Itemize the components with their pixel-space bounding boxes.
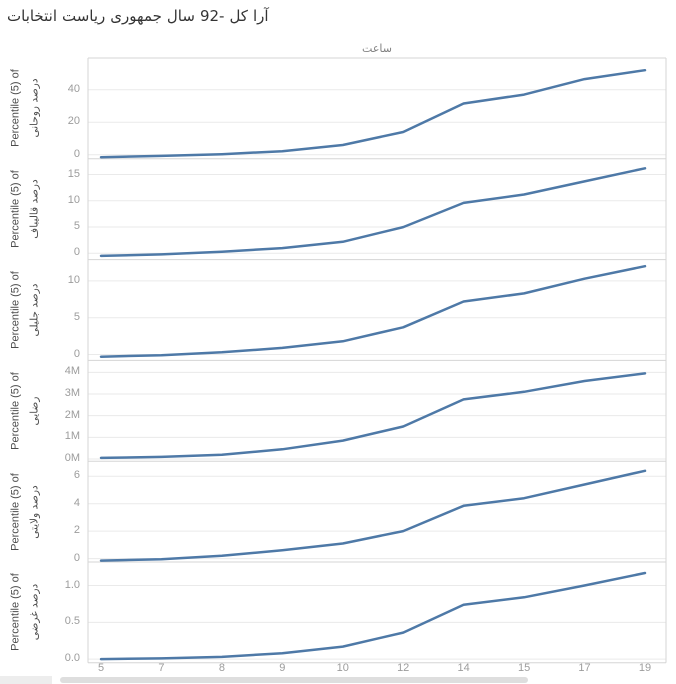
y-axis-measure-label: Percentile (5) of <box>9 170 22 249</box>
y-tick-label: 0.5 <box>64 615 80 628</box>
y-tick-label: 10 <box>67 193 80 206</box>
title-word: آرا <box>252 7 269 25</box>
y-tick-label: 2 <box>73 524 80 537</box>
title-word: 92- <box>199 7 225 25</box>
y-tick-label: 2M <box>64 408 80 421</box>
x-tick-label: 14 <box>457 662 470 674</box>
y-tick-label: 0M <box>64 452 80 465</box>
x-axis-title: ساعت <box>362 42 392 55</box>
x-tick-label: 15 <box>517 662 531 674</box>
title-word: انتخابات <box>7 7 57 25</box>
y-tick-label: 4 <box>73 496 80 509</box>
x-tick-label: 7 <box>158 662 165 674</box>
y-tick-label: 20 <box>67 115 80 128</box>
chart-title: انتخابات ریاست جمهوری سال 92- کل آرا <box>7 7 269 25</box>
line-mark-1[interactable] <box>99 167 647 258</box>
y-axis-measure-label: Percentile (5) of <box>9 472 22 551</box>
y-tick-label: 40 <box>67 82 80 95</box>
y-tick-label: 0 <box>73 147 80 160</box>
y-tick-label: 5 <box>73 220 80 233</box>
y-tick-label: 10 <box>67 273 80 286</box>
y-tick-label: 15 <box>67 167 80 180</box>
scrollbar-corner <box>0 676 52 684</box>
y-axis-field-label: درصد ولایتی <box>28 484 41 539</box>
title-word: ریاست <box>62 7 106 25</box>
y-tick-label: 4M <box>64 365 80 378</box>
x-tick-label: 12 <box>397 662 410 674</box>
title-word: سال <box>166 7 195 25</box>
title-word: کل <box>229 7 248 25</box>
y-axis-measure-label: Percentile (5) of <box>9 69 22 148</box>
x-tick-label: 17 <box>578 662 591 674</box>
y-axis-field-label: درصد غرضی <box>28 584 41 641</box>
line-mark-0[interactable] <box>99 68 647 159</box>
title-word: جمهوری <box>110 7 162 25</box>
y-axis-field-label: درصد قالیباف <box>28 179 41 239</box>
x-tick-label: 10 <box>336 662 349 674</box>
y-tick-label: 6 <box>73 469 80 482</box>
line-mark-3[interactable] <box>99 372 647 460</box>
y-axis-measure-label: Percentile (5) of <box>9 371 22 450</box>
y-axis-measure-label: Percentile (5) of <box>9 573 22 652</box>
y-tick-label: 1M <box>64 430 80 443</box>
y-axis-field-label: درصد جلیلی <box>28 283 41 337</box>
y-axis-field-label: درصد روحانی <box>28 78 41 138</box>
y-tick-label: 3M <box>64 387 80 399</box>
y-tick-label: 0.0 <box>64 652 80 665</box>
line-mark-5[interactable] <box>99 571 647 661</box>
x-tick-label: 19 <box>638 662 652 674</box>
y-axis-field-label: رضایی <box>28 396 41 426</box>
x-tick-label: 5 <box>97 662 105 674</box>
x-tick-label: 9 <box>279 662 286 674</box>
horizontal-scrollbar-thumb[interactable] <box>60 677 528 683</box>
y-tick-label: 1.0 <box>64 578 80 591</box>
line-mark-2[interactable] <box>99 264 647 358</box>
y-tick-label: 0 <box>73 551 80 564</box>
line-mark-4[interactable] <box>99 469 647 562</box>
y-axis-measure-label: Percentile (5) of <box>9 271 22 349</box>
y-tick-label: 0 <box>73 347 80 360</box>
y-tick-label: 0 <box>73 246 80 259</box>
x-tick-label: 8 <box>218 662 225 674</box>
y-tick-label: 5 <box>73 310 80 323</box>
